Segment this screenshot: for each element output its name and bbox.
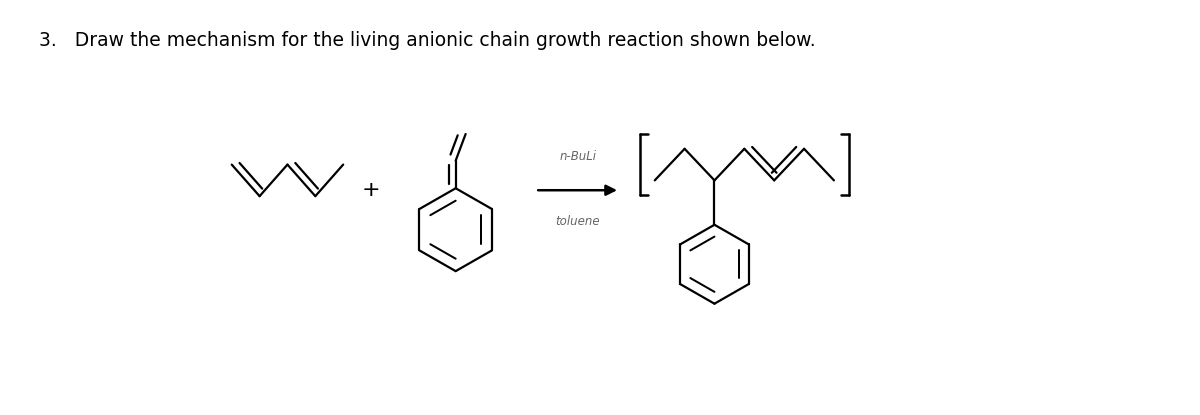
Text: 3.   Draw the mechanism for the living anionic chain growth reaction shown below: 3. Draw the mechanism for the living ani… (38, 32, 815, 51)
Text: +: + (361, 180, 380, 200)
Text: toluene: toluene (556, 215, 600, 228)
Text: n-BuLi: n-BuLi (559, 150, 596, 163)
